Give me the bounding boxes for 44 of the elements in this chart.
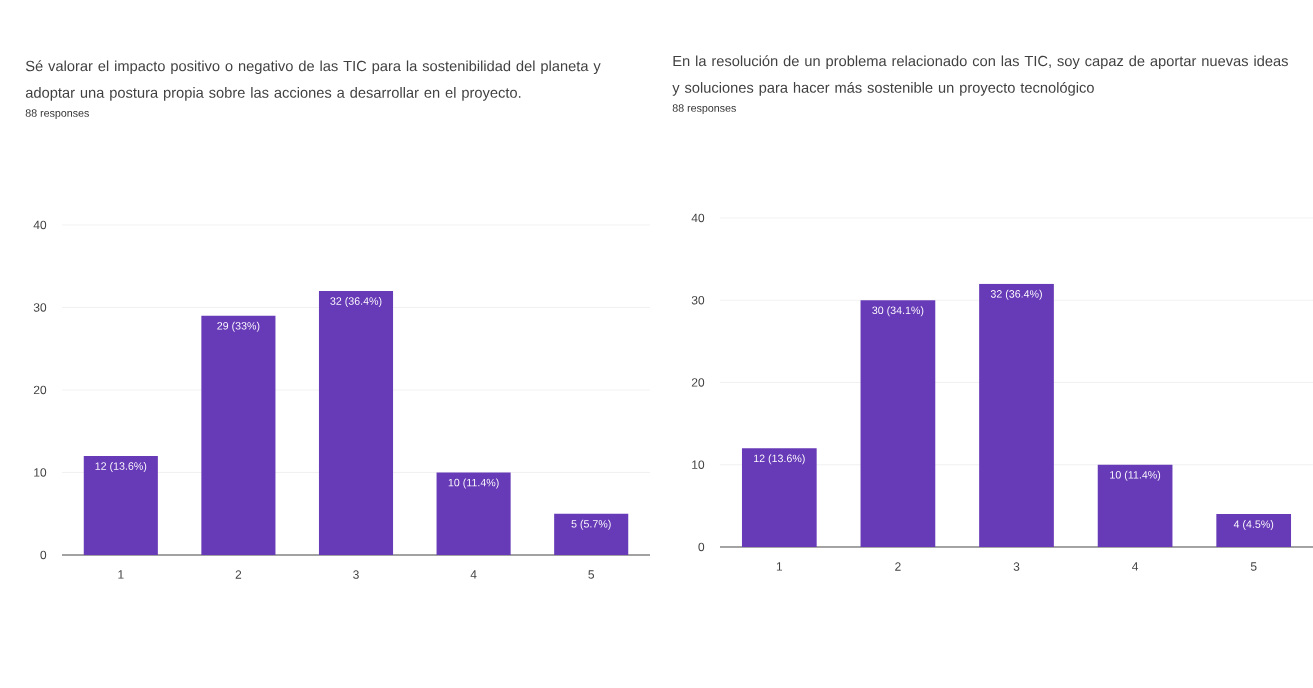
bar: [436, 472, 511, 555]
y-tick-label: 30: [33, 303, 47, 312]
bar: [1097, 464, 1173, 547]
chart-subtitle: 88 responses: [672, 104, 736, 114]
data-label: 4 (4.5%): [1233, 520, 1274, 531]
bar: [318, 290, 394, 555]
data-label: 32 (36.4%): [990, 289, 1042, 300]
y-tick-label: 10: [692, 460, 705, 469]
chart-subtitle: 88 responses: [25, 109, 89, 119]
x-tick-label: 1: [118, 570, 124, 579]
data-label: 12 (13.6%): [754, 454, 805, 465]
data-label: 32 (36.4%): [330, 297, 382, 307]
bar: [1216, 514, 1292, 547]
data-label: 29 (33%): [217, 321, 260, 332]
x-tick-label: 2: [235, 570, 242, 579]
x-tick-label: 1: [776, 562, 783, 571]
x-tick-label: 3: [1013, 562, 1020, 571]
y-tick-label: 0: [40, 550, 47, 560]
bar: [860, 300, 936, 547]
y-tick-label: 20: [691, 378, 705, 387]
x-tick-label: 2: [895, 562, 901, 571]
x-tick-label: 4: [1132, 562, 1139, 571]
chart-title: En la resolución de un problema relacionado con las TIC, soy capaz de aportar nuevas ideas y soluciones para hacer más sostenible un proyecto tecnológico: [672, 55, 1288, 96]
y-tick-label: 30: [691, 295, 705, 305]
y-tick-label: 20: [33, 385, 47, 395]
bar: [83, 455, 158, 555]
y-tick-label: 0: [698, 542, 705, 552]
data-label: 12 (13.6%): [95, 462, 147, 472]
y-tick-label: 10: [34, 468, 47, 477]
y-tick-label: 40: [33, 220, 47, 230]
data-label: 10 (11.4%): [448, 478, 499, 489]
x-tick-label: 5: [588, 570, 595, 579]
chart-title: Sé valorar el impacto positivo o negativo de las TIC para la sostenibilidad del planeta y adoptar una postura propia sobre las acciones a desarrollar en el proyecto.: [25, 60, 601, 101]
x-tick-label: 4: [470, 570, 477, 579]
bar: [201, 315, 276, 555]
y-tick-label: 40: [691, 213, 705, 223]
bar: [554, 513, 629, 555]
x-tick-label: 5: [1250, 562, 1257, 571]
data-label: 30 (34.1%): [872, 306, 924, 317]
bar: [979, 283, 1054, 547]
data-label: 10 (11.4%): [1110, 470, 1161, 481]
x-tick-label: 3: [353, 570, 359, 579]
bar: [741, 448, 817, 547]
data-label: 5 (5.7%): [571, 519, 611, 530]
